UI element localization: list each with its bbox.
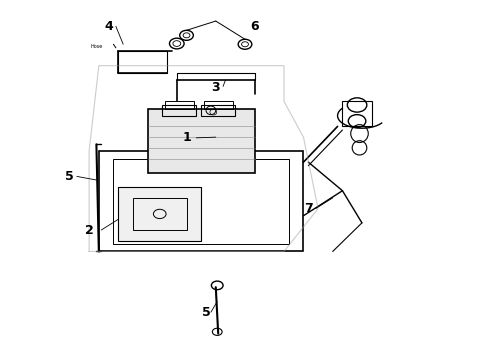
Text: 1: 1 [182,131,191,144]
Text: 6: 6 [250,20,259,33]
Bar [147,109,255,173]
Bar [133,198,187,230]
Text: 5: 5 [202,306,210,319]
Bar [162,105,196,116]
Bar [343,102,372,126]
Bar [118,51,167,73]
Bar [203,102,233,109]
Text: 2: 2 [85,224,94,237]
Text: 3: 3 [212,81,220,94]
Text: 5: 5 [65,170,74,183]
Text: 7: 7 [304,202,313,215]
Text: Hose: Hose [90,44,102,49]
Bar [114,158,289,244]
Text: 4: 4 [104,20,113,33]
Bar [118,187,201,241]
Bar [99,152,303,251]
Bar [165,102,194,109]
Bar [201,105,235,116]
